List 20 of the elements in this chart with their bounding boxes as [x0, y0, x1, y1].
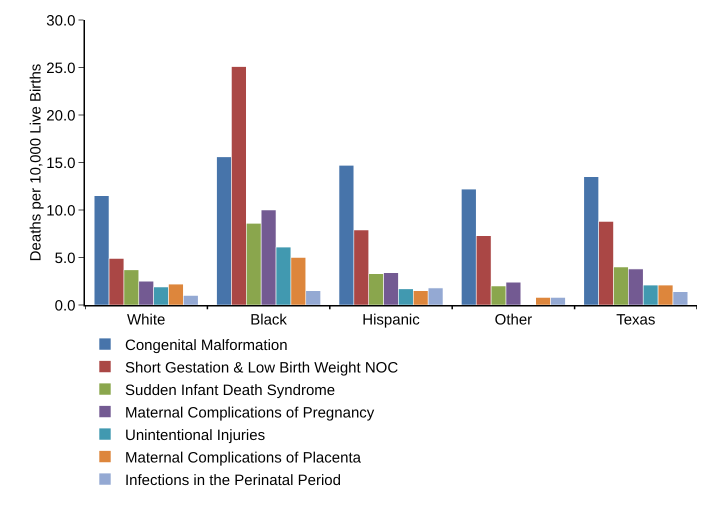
y-tick-label: 0.0 [54, 297, 76, 314]
legend-label: Sudden Infant Death Syndrome [125, 382, 336, 399]
x-tick-label: Texas [616, 312, 656, 328]
legend-label: Congenital Malformation [125, 336, 288, 354]
legend-label: Infections in the Perinatal Period [125, 472, 341, 489]
y-tick-label: 10.0 [46, 202, 76, 220]
x-tick-label: Hispanic [362, 312, 420, 328]
y-tick-label: 15.0 [46, 154, 76, 172]
legend-label: Maternal Complications of Pregnancy [125, 404, 375, 422]
y-tick-label: 30.0 [46, 12, 76, 30]
legend-label: Maternal Complications of Placenta [125, 449, 362, 466]
y-tick-label: 5.0 [54, 250, 76, 267]
legend-label: Unintentional Injuries [125, 426, 266, 444]
y-axis-title: Deaths per 10,000 Live Births [27, 64, 44, 262]
x-tick-label: Black [250, 312, 288, 328]
legend-label: Short Gestation & Low Birth Weight NOC [125, 359, 398, 376]
x-tick-label: White [127, 312, 166, 328]
y-tick-label: 20.0 [46, 107, 76, 124]
x-tick-label: Other [494, 312, 532, 328]
y-tick-label: 25.0 [46, 60, 76, 77]
